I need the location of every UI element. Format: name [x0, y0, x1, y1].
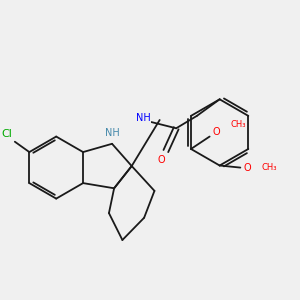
Text: O: O [158, 155, 166, 165]
Text: O: O [243, 163, 251, 172]
Text: NH: NH [136, 113, 151, 123]
Text: Cl: Cl [1, 130, 12, 140]
Text: O: O [212, 127, 220, 137]
Text: CH₃: CH₃ [230, 120, 246, 129]
Text: NH: NH [105, 128, 119, 138]
Text: CH₃: CH₃ [261, 163, 277, 172]
